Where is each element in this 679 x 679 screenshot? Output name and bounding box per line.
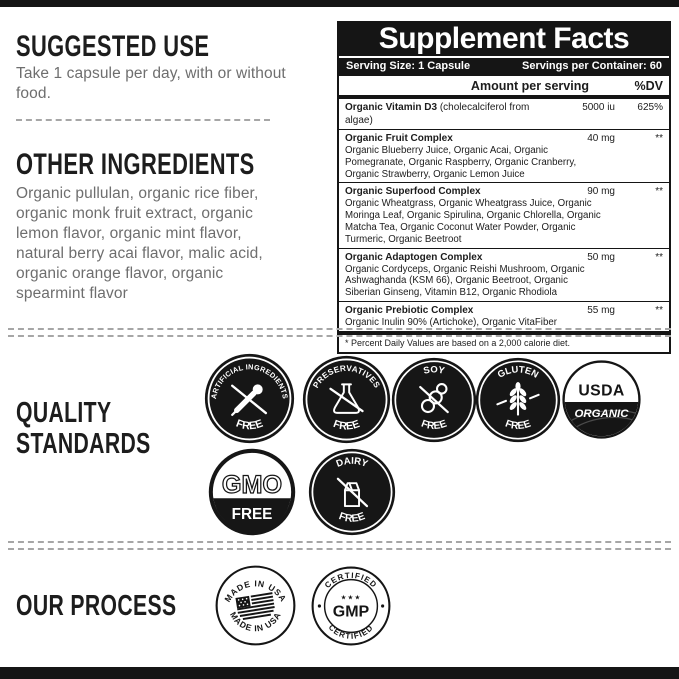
ingredient-name: Organic Vitamin D3 [345,102,438,113]
svg-text:GLUTEN: GLUTEN [496,364,541,380]
svg-text:FREE: FREE [337,510,366,525]
ingredient-amount: 5000 iu [582,102,615,113]
flask-crossed-icon: PRESERVATIVES FREE [302,355,391,444]
serving-size: Serving Size: 1 Capsule [346,60,471,72]
svg-text:DAIRY: DAIRY [335,456,370,470]
ingredient-amount: 50 mg [587,251,615,263]
other-ingredients-text: Organic pullulan, organic rice fiber, or… [16,185,263,302]
serving-info-row: Serving Size: 1 Capsule Servings per Con… [339,56,669,76]
suggested-use-text: Take 1 capsule per day, with or without … [16,65,286,102]
badge-usda-organic: USDA ORGANIC [562,360,641,439]
svg-text:USDA: USDA [578,383,624,400]
bottom-border-bar [0,667,679,679]
ingredient-name: Organic Superfood Complex [345,186,481,198]
table-row-vitamin-d3: Organic Vitamin D3 (cholecalciferol from… [339,99,669,130]
divider-dashed [8,335,671,337]
divider-dashed [8,328,671,330]
gmp-stars: ★★★ [341,595,362,602]
ingredient-dv: ** [655,251,663,263]
other-ingredients-title: OTHER INGREDIENTS [16,148,255,181]
ingredient-dv: ** [655,304,663,316]
table-row-superfood-complex: Organic Superfood Complex 90 mg ** Organ… [339,183,669,249]
ingredient-amount: 40 mg [587,133,615,144]
gmo-free-seal: GMO FREE [208,448,296,536]
divider-dashed-short [16,119,270,121]
our-process-title: OUR PROCESS [16,590,177,622]
svg-text:FREE: FREE [420,418,449,432]
ingredient-sublist: Organic Wheatgrass, Organic Wheatgrass J… [345,198,601,245]
badge-artificial-ingredients-free: ARTIFICIAL INGREDIENTS FREE [204,353,295,444]
ingredient-dv: ** [655,186,663,198]
wheat-icon: GLUTEN FREE [475,357,561,443]
ingredient-amount: 55 mg [587,304,615,316]
quality-standards-title: QUALITY STANDARDS [16,397,151,460]
ingredient-dv: ** [655,133,663,144]
dv-header: %DV [634,79,663,93]
badge-preservatives-free: PRESERVATIVES FREE [302,355,391,444]
badge-certified-gmp: CERTIFIED CERTIFIED ★★★ GMP [311,566,391,646]
svg-text:FREE: FREE [504,418,533,432]
usda-organic-seal: USDA ORGANIC [562,360,641,439]
svg-text:FREE: FREE [234,418,264,433]
badge-soy-free: SOY FREE [391,357,477,443]
right-dot [381,604,385,608]
ingredient-name: Organic Prebiotic Complex [345,304,474,316]
table-row-adaptogen-complex: Organic Adaptogen Complex 50 mg ** Organ… [339,249,669,302]
divider-dashed [8,541,671,543]
ingredient-note: (cholecalciferol from algae) [345,102,530,126]
badge-gmo-free: GMO FREE [207,447,297,537]
svg-text:SOY: SOY [422,364,446,376]
divider-dashed [8,548,671,550]
suggested-use-title: SUGGESTED USE [16,30,210,63]
servings-per-container: Servings per Container: 60 [522,60,662,72]
milk-carton-crossed-icon: DAIRY FREE [308,448,396,536]
ingredient-sublist: Organic Inulin 90% (Artichoke), Organic … [345,316,557,328]
ingredient-sublist: Organic Cordyceps, Organic Reishi Mushro… [345,263,585,299]
soy-pod-crossed-icon: SOY FREE [391,357,477,443]
amount-header-row: Amount per serving %DV [339,76,669,99]
ingredient-dv: 625% [637,102,663,113]
gmp-center-text: GMP [333,603,370,620]
supplement-facts-panel: Supplement Facts Serving Size: 1 Capsule… [337,21,671,354]
ingredient-name: Organic Fruit Complex [345,133,453,144]
table-row-fruit-complex: Organic Fruit Complex 40 mg ** Organic B… [339,130,669,184]
left-dot [317,604,321,608]
svg-text:FREE: FREE [332,418,362,433]
svg-text:GMO: GMO [222,471,282,499]
dropper-crossed-icon: ARTIFICIAL INGREDIENTS FREE [204,353,295,444]
svg-text:ORGANIC: ORGANIC [574,408,629,420]
badge-made-in-usa: MADE IN USA MADE IN USA [215,565,296,646]
us-flag-icon: MADE IN USA MADE IN USA [215,565,296,646]
table-row-prebiotic-complex: Organic Prebiotic Complex 55 mg ** Organ… [339,302,669,332]
supplement-facts-title: Supplement Facts [378,22,630,55]
ingredient-name: Organic Adaptogen Complex [345,251,483,263]
top-border-bar [0,0,679,7]
ingredient-amount: 90 mg [587,186,615,198]
dv-footnote: * Percent Daily Values are based on a 2,… [339,331,669,352]
svg-text:FREE: FREE [232,506,273,523]
supplement-facts-header: Supplement Facts Serving Size: 1 Capsule… [339,23,669,76]
amount-per-serving-header: Amount per serving [470,79,589,93]
ingredient-sublist: Organic Blueberry Juice, Organic Acai, O… [345,145,577,180]
badge-gluten-free: GLUTEN FREE [475,357,561,443]
badge-dairy-free: DAIRY FREE [308,448,396,536]
gmp-seal: CERTIFIED CERTIFIED ★★★ GMP [311,566,391,646]
